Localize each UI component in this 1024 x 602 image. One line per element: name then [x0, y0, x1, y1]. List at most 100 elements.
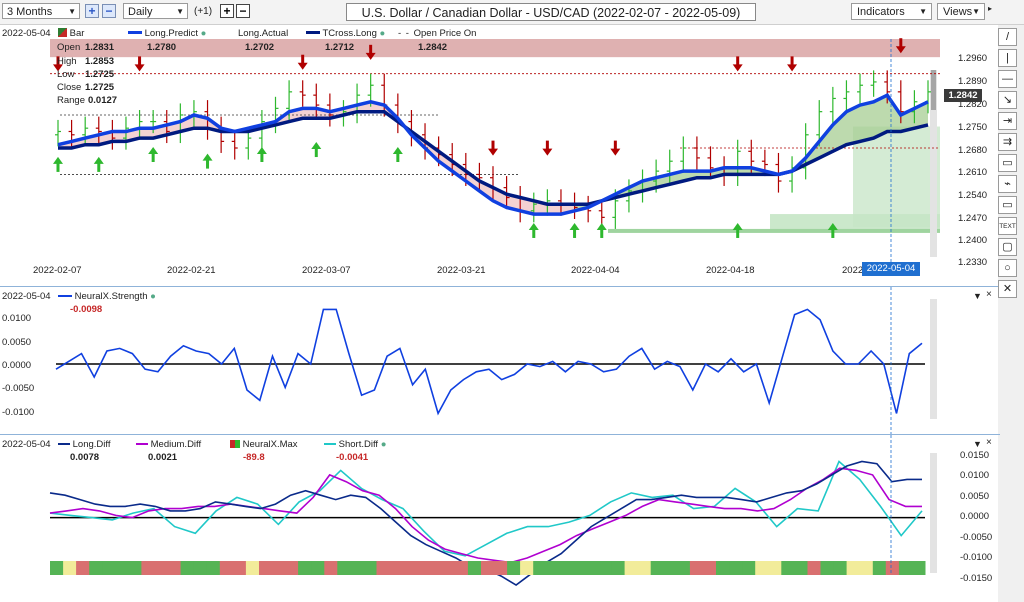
neuralx-max-bar	[559, 561, 573, 575]
rectangle-band-tool-button[interactable]: ▭	[998, 154, 1017, 172]
line-swatch-icon	[58, 295, 72, 297]
neuralx-max-bar	[115, 561, 129, 575]
settings-dot-icon[interactable]: ●	[380, 439, 387, 450]
neuralx-max-bar	[363, 561, 377, 575]
long-predict-value: 1.2780	[147, 42, 177, 53]
channel-tool-button[interactable]: ⇉	[998, 133, 1017, 151]
neuralx-max-bar	[311, 561, 325, 575]
y-tick: 1.2960	[958, 53, 988, 64]
buy-signal-arrowhead	[596, 222, 607, 230]
y-tick: 1.2610	[958, 167, 988, 178]
sell-signal-arrowhead	[542, 148, 553, 156]
ohlc-label-high: High	[57, 56, 77, 67]
chevron-down-icon: ▼	[68, 7, 76, 16]
zoom-in-button[interactable]: +	[85, 4, 99, 18]
period-select[interactable]: 3 Months ▼	[2, 3, 80, 19]
offset-label: (+1)	[194, 6, 213, 17]
settings-dot-icon[interactable]: ●	[150, 291, 156, 302]
add-bar-button[interactable]: +	[220, 4, 234, 18]
neuralx-max-bar	[689, 561, 704, 575]
close-icon[interactable]: ×	[986, 437, 992, 448]
neuralx-max-bar	[454, 561, 469, 575]
long-diff-value: 0.0078	[70, 452, 100, 463]
legend-short-diff-label: Short.Diff	[338, 439, 379, 450]
series-medium-diff	[49, 467, 922, 564]
collapse-arrow-icon[interactable]: ▼	[973, 439, 982, 449]
neuralx-max-bar	[481, 561, 495, 575]
neuralx-max-bar	[167, 561, 182, 575]
neuralx-max-bar	[546, 561, 560, 575]
neuralx-max-bar	[768, 561, 782, 575]
vertical-line-tool-button[interactable]: |	[998, 49, 1017, 67]
neuralx-max-bar	[820, 561, 835, 575]
circle-tool-button[interactable]: ○	[998, 259, 1017, 277]
remove-bar-button[interactable]: −	[236, 4, 250, 18]
buy-signal-arrowhead	[732, 222, 743, 230]
delete-drawing-button[interactable]: ✕	[998, 280, 1017, 298]
neuralx-max-bar	[141, 561, 155, 575]
neuralx-max-bar	[428, 561, 443, 575]
fib-tool-button[interactable]: ⇥	[998, 112, 1017, 130]
text-tool-button[interactable]: TEXT	[998, 217, 1017, 235]
indicators-button[interactable]: Indicators ▼	[851, 3, 932, 20]
neuralx-max-bar	[245, 561, 260, 575]
y-tick: -0.0050	[2, 383, 35, 394]
legend-medium-diff-label: Medium.Diff	[150, 439, 202, 450]
buy-signal-arrowhead	[53, 156, 63, 164]
close-icon[interactable]: ×	[986, 289, 992, 300]
collapse-arrow-icon[interactable]: ▼	[973, 291, 982, 301]
period-value: 3 Months	[7, 6, 53, 18]
y-tick: 1.2470	[958, 213, 988, 224]
ohlc-label-low: Low	[57, 69, 75, 80]
sell-signal-arrowhead	[53, 64, 63, 72]
y-tick: 0.0100	[2, 313, 32, 324]
box-tool-button[interactable]: ▭	[998, 196, 1017, 214]
arrow-tool-button[interactable]: ↘	[998, 91, 1017, 109]
neuralx-max-bar	[572, 561, 586, 575]
wave-tool-button[interactable]: ⌁	[998, 175, 1017, 193]
diff-chart[interactable]	[0, 435, 998, 602]
support-line	[608, 228, 940, 233]
square-tool-button[interactable]: ▢	[998, 238, 1017, 256]
legend-medium-diff: Medium.Diff	[136, 439, 201, 450]
settings-dot-icon[interactable]: ●	[379, 28, 386, 39]
long-actual-value: 1.2702	[245, 42, 275, 53]
legend-strength: NeuralX.Strength ●	[58, 291, 156, 302]
neuralx-max-bar	[324, 561, 338, 575]
y-tick: 0.0150	[960, 450, 990, 461]
legend-tcross-long-label: TCross.Long	[322, 28, 377, 39]
scroll-thumb	[931, 70, 936, 110]
y-tick: 1.2890	[958, 76, 988, 87]
neuralx-max-bar	[76, 561, 90, 575]
bar-swatch-icon	[58, 28, 67, 37]
zoom-out-button[interactable]: −	[102, 4, 116, 18]
horizontal-line-tool-button[interactable]: —	[998, 70, 1017, 88]
trendline-tool-button[interactable]: /	[998, 28, 1017, 46]
sell-signal-arrowhead	[787, 64, 798, 72]
x-tick: 2022-03-07	[302, 265, 351, 276]
neuralx-max-bar	[872, 561, 887, 575]
price-chart[interactable]	[0, 25, 998, 287]
expand-icon[interactable]: ▸	[988, 4, 993, 13]
strength-chart[interactable]	[0, 287, 998, 434]
interval-select[interactable]: Daily ▼	[123, 3, 188, 19]
buy-signal-arrowhead	[827, 222, 838, 230]
y-tick: -0.0050	[960, 532, 993, 543]
neuralx-max-bar	[755, 561, 769, 575]
legend-long-predict: Long.Predict ●	[128, 28, 206, 39]
panel-divider[interactable]	[0, 434, 1000, 435]
neuralx-max-bar	[350, 561, 364, 575]
views-button[interactable]: Views ▼	[937, 3, 985, 20]
settings-dot-icon[interactable]: ●	[200, 28, 207, 39]
series-long-predict	[57, 92, 929, 216]
scroll-track	[930, 70, 937, 257]
neuralx-max-bar	[494, 561, 508, 575]
legend-short-diff: Short.Diff ●	[324, 439, 386, 450]
line-swatch-icon	[136, 443, 148, 445]
sell-signal-arrowhead	[732, 64, 743, 72]
panel-divider[interactable]	[0, 286, 1000, 287]
neuralx-max-bar	[337, 561, 351, 575]
diff-panel: 2022-05-04 Long.Diff Medium.Diff NeuralX…	[0, 435, 998, 602]
neuralx-max-bar	[676, 561, 691, 575]
y-tick: 0.0050	[2, 337, 32, 348]
